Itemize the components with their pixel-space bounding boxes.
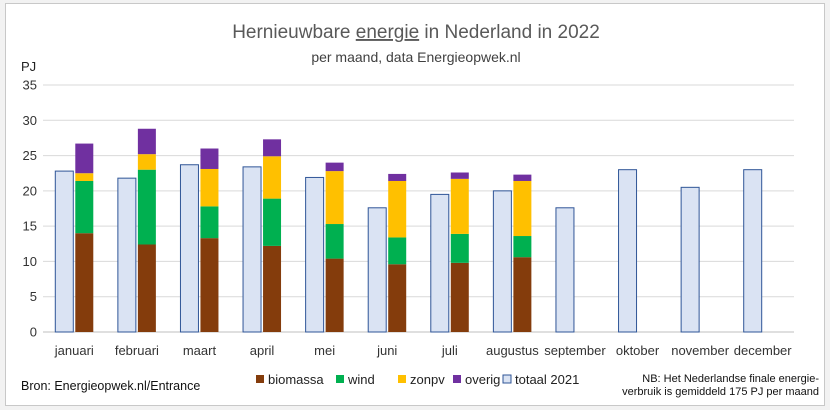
y-tick-label: 35 <box>23 78 37 93</box>
bar-biomassa-juni <box>388 264 407 332</box>
bar-totaal-2021-november <box>680 186 700 333</box>
bar-totaal-2021-april <box>242 166 262 333</box>
bar-wind-juli <box>450 233 469 263</box>
bar-wind-januari <box>75 180 94 234</box>
bar-zonpv-juni <box>388 180 407 238</box>
y-tick-label: 20 <box>23 183 37 198</box>
bar-totaal-2021-december <box>743 169 763 333</box>
y-tick-label: 15 <box>23 219 37 234</box>
bar-wind-mei <box>325 224 344 259</box>
bar-zonpv-februari <box>137 154 156 170</box>
legend: biomassa wind zonpv overig totaal 2021 <box>256 372 579 387</box>
bar-zonpv-april <box>263 156 282 199</box>
bar-totaal-2021-juni <box>367 207 387 333</box>
bar-totaal-2021-februari <box>117 177 137 333</box>
bar-biomassa-mei <box>325 258 344 332</box>
bar-overig-maart <box>200 148 219 169</box>
bar-overig-juni <box>388 173 407 181</box>
bar-wind-april <box>263 198 282 246</box>
bar-biomassa-augustus <box>513 257 532 332</box>
bar-zonpv-augustus <box>513 180 532 237</box>
note-line-1: NB: Het Nederlandse finale energie- <box>642 373 819 385</box>
note-line-2: verbruik is gemiddeld 175 PJ per maand <box>622 386 819 398</box>
legend-swatch-wind <box>336 375 344 383</box>
x-tick-label: november <box>671 343 729 358</box>
bar-zonpv-maart <box>200 168 219 207</box>
y-axis-ticks: 0 5 10 15 20 25 30 35 <box>23 78 37 340</box>
y-tick-label: 5 <box>30 289 37 304</box>
y-tick-label: 0 <box>30 325 37 340</box>
bar-wind-februari <box>137 169 156 245</box>
x-tick-label: oktober <box>616 343 660 358</box>
y-tick-label: 10 <box>23 254 37 269</box>
y-tick-label: 30 <box>23 113 37 128</box>
chart-title: Hernieuwbare energie in Nederland in 202… <box>232 22 600 43</box>
legend-swatch-totaal-2021 <box>502 374 512 384</box>
x-tick-label: juni <box>376 343 397 358</box>
legend-swatch-biomassa <box>256 375 264 383</box>
bar-zonpv-juli <box>450 178 469 234</box>
y-tick-label: 25 <box>23 148 37 163</box>
gridlines <box>43 84 794 333</box>
source-label: Bron: Energieopwek.nl/Entrance <box>21 379 200 393</box>
legend-label: biomassa <box>268 372 324 387</box>
bar-totaal-2021-mei <box>305 176 325 333</box>
legend-label: totaal 2021 <box>515 372 579 387</box>
x-tick-label: februari <box>115 343 159 358</box>
bar-biomassa-januari <box>75 233 94 332</box>
bar-biomassa-juli <box>450 262 469 332</box>
bar-wind-maart <box>200 206 219 239</box>
x-tick-label: april <box>250 343 275 358</box>
x-tick-label: maart <box>183 343 217 358</box>
legend-label: zonpv <box>410 372 445 387</box>
legend-label: overig <box>465 372 500 387</box>
bar-totaal-2021-september <box>555 207 575 333</box>
x-tick-label: januari <box>54 343 94 358</box>
bar-layer <box>54 128 763 333</box>
legend-swatch-zonpv <box>398 375 406 383</box>
bar-overig-januari <box>75 143 94 174</box>
bar-biomassa-februari <box>137 244 156 332</box>
x-tick-label: mei <box>314 343 335 358</box>
bar-totaal-2021-maart <box>179 164 199 333</box>
chart-frame: Hernieuwbare energie in Nederland in 202… <box>5 3 825 406</box>
bar-zonpv-mei <box>325 171 344 225</box>
x-tick-label: september <box>544 343 606 358</box>
bar-overig-augustus <box>513 174 532 181</box>
bar-totaal-2021-januari <box>54 170 74 333</box>
bar-totaal-2021-oktober <box>618 169 638 333</box>
bar-overig-april <box>263 139 282 157</box>
bar-zonpv-januari <box>75 173 94 181</box>
bar-biomassa-maart <box>200 238 219 332</box>
x-tick-label: augustus <box>486 343 539 358</box>
bar-overig-mei <box>325 162 344 172</box>
x-tick-label: juli <box>441 343 458 358</box>
legend-label: wind <box>347 372 375 387</box>
bar-overig-februari <box>137 128 156 155</box>
x-tick-label: december <box>734 343 792 358</box>
bar-totaal-2021-juli <box>430 193 450 333</box>
y-axis-unit-label: PJ <box>21 59 36 74</box>
bar-overig-juli <box>450 172 469 179</box>
chart-subtitle: per maand, data Energieopwek.nl <box>311 49 520 65</box>
chart-canvas: Hernieuwbare energie in Nederland in 202… <box>21 22 819 398</box>
legend-swatch-overig <box>453 375 461 383</box>
x-axis-ticks: januari februari maart april mei juni juli augu… <box>54 343 793 358</box>
bar-biomassa-april <box>263 245 282 332</box>
bar-wind-augustus <box>513 236 532 258</box>
bar-totaal-2021-augustus <box>492 190 512 333</box>
bar-wind-juni <box>388 237 407 265</box>
